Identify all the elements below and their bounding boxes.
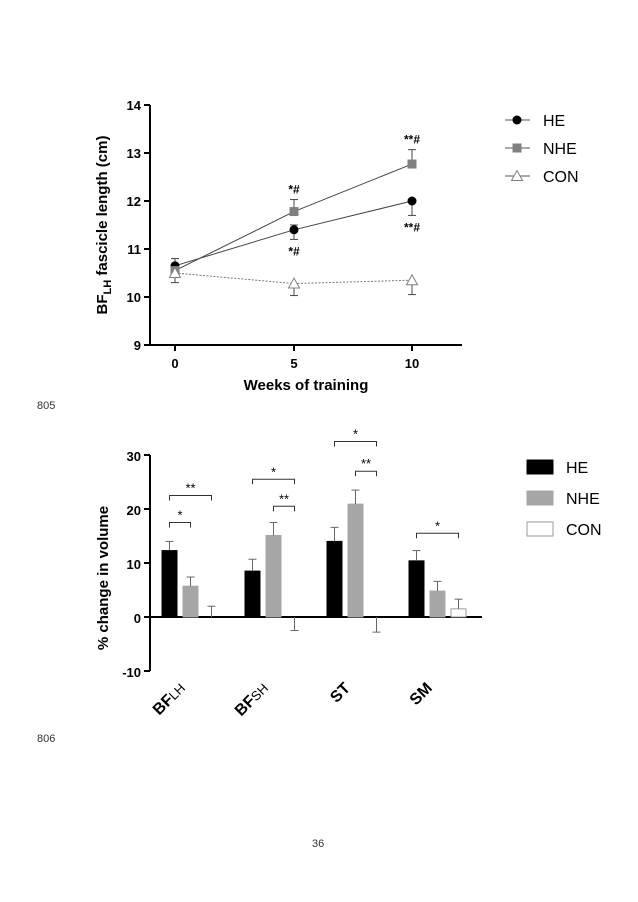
- y-tick-label: -10: [122, 665, 141, 680]
- significance-label: *: [435, 518, 440, 533]
- y-tick-label: 0: [134, 611, 141, 626]
- data-point: [405, 273, 419, 286]
- y-tick-label: 11: [127, 242, 141, 257]
- significance-label: **#: [404, 133, 420, 147]
- significance-label: *#: [288, 183, 300, 197]
- legend-label: HE: [566, 460, 588, 477]
- y-tick-label: 14: [127, 98, 142, 113]
- y-tick-label: 10: [127, 290, 141, 305]
- x-tick-label: 0: [171, 356, 178, 371]
- significance-label: **: [279, 491, 289, 506]
- legend-marker: [510, 169, 524, 181]
- legend-marker: [512, 143, 522, 153]
- series-line: [174, 272, 295, 285]
- category-label: BFSH: [232, 680, 272, 720]
- data-point: [407, 159, 417, 169]
- legend-label: CON: [566, 522, 602, 539]
- bar-nhe: [182, 585, 199, 618]
- y-tick-label: 30: [127, 449, 141, 464]
- significance-label: *: [271, 464, 276, 479]
- bar-he: [408, 560, 425, 618]
- significance-bracket: [355, 470, 377, 477]
- line-chart-x-axis-title: Weeks of training: [244, 377, 369, 394]
- bar-con: [450, 608, 467, 618]
- significance-bracket: [273, 505, 295, 512]
- series-line: [174, 229, 295, 267]
- significance-bracket: [252, 478, 295, 485]
- legend-swatch: [526, 521, 554, 537]
- line-number-805: 805: [37, 400, 56, 412]
- y-tick-label: 10: [127, 557, 141, 572]
- series-con: [168, 266, 419, 297]
- series-line: [293, 163, 413, 213]
- data-point: [407, 196, 417, 206]
- bar-nhe: [265, 534, 282, 618]
- significance-label: *: [353, 427, 358, 442]
- legend-swatch: [526, 459, 554, 475]
- category-label: BFLH: [150, 680, 189, 719]
- x-tick-label: 10: [405, 356, 419, 371]
- legend-swatch: [526, 490, 554, 506]
- category-label: SM: [407, 680, 436, 709]
- category-label: ST: [327, 680, 354, 707]
- line-chart-y-axis-title: BFLH fascicle length (cm): [94, 136, 114, 315]
- volume-change-bar-chart: % change in volume -10 0 10 20 30 BFLH BFSH ST S…: [95, 427, 602, 720]
- bar-nhe: [429, 590, 446, 618]
- significance-label: **: [361, 456, 371, 471]
- significance-label: *#: [288, 244, 300, 258]
- significance-label: **: [185, 481, 195, 496]
- significance-label: *: [177, 508, 182, 523]
- legend-label: CON: [543, 169, 579, 186]
- data-point: [289, 225, 299, 235]
- y-tick-label: 20: [127, 503, 141, 518]
- line-chart-legend: HE NHE CON: [505, 113, 579, 186]
- significance-bracket: [169, 522, 191, 528]
- bar-chart-legend: HE NHE CON: [526, 459, 602, 539]
- bar-chart-y-axis-title: % change in volume: [95, 506, 112, 650]
- bar-he: [161, 550, 178, 618]
- x-tick-label: 5: [290, 356, 297, 371]
- y-tick-label: 12: [127, 194, 141, 209]
- line-chart-y-axis-title-main: BF: [94, 294, 111, 314]
- y-tick-label: 13: [127, 146, 141, 161]
- significance-bracket: [416, 532, 459, 539]
- bar-he: [244, 570, 261, 618]
- fascicle-length-line-chart: BFLH fascicle length (cm) Weeks of train…: [94, 98, 579, 394]
- series-line: [293, 279, 413, 285]
- series-line: [174, 211, 295, 272]
- significance-label: **#: [404, 220, 420, 234]
- line-number-806: 806: [37, 733, 56, 745]
- legend-marker: [512, 115, 522, 125]
- y-tick-label: 9: [134, 338, 141, 353]
- bar-he: [326, 540, 343, 618]
- data-point: [287, 277, 301, 289]
- legend-label: HE: [543, 113, 565, 130]
- legend-label: NHE: [566, 491, 600, 508]
- line-chart-y-axis-title-sub: LH: [102, 280, 114, 295]
- category-label-main: SM: [407, 680, 436, 709]
- legend-label: NHE: [543, 141, 577, 158]
- significance-bracket: [169, 495, 212, 501]
- page-number: 36: [312, 838, 325, 850]
- data-point: [289, 207, 299, 217]
- bar-nhe: [347, 503, 364, 618]
- line-chart-y-axis-title-rest: fascicle length (cm): [94, 136, 111, 280]
- data-point: [168, 266, 182, 278]
- category-label-main: ST: [327, 680, 354, 707]
- significance-bracket: [334, 441, 377, 447]
- series-line: [293, 200, 413, 231]
